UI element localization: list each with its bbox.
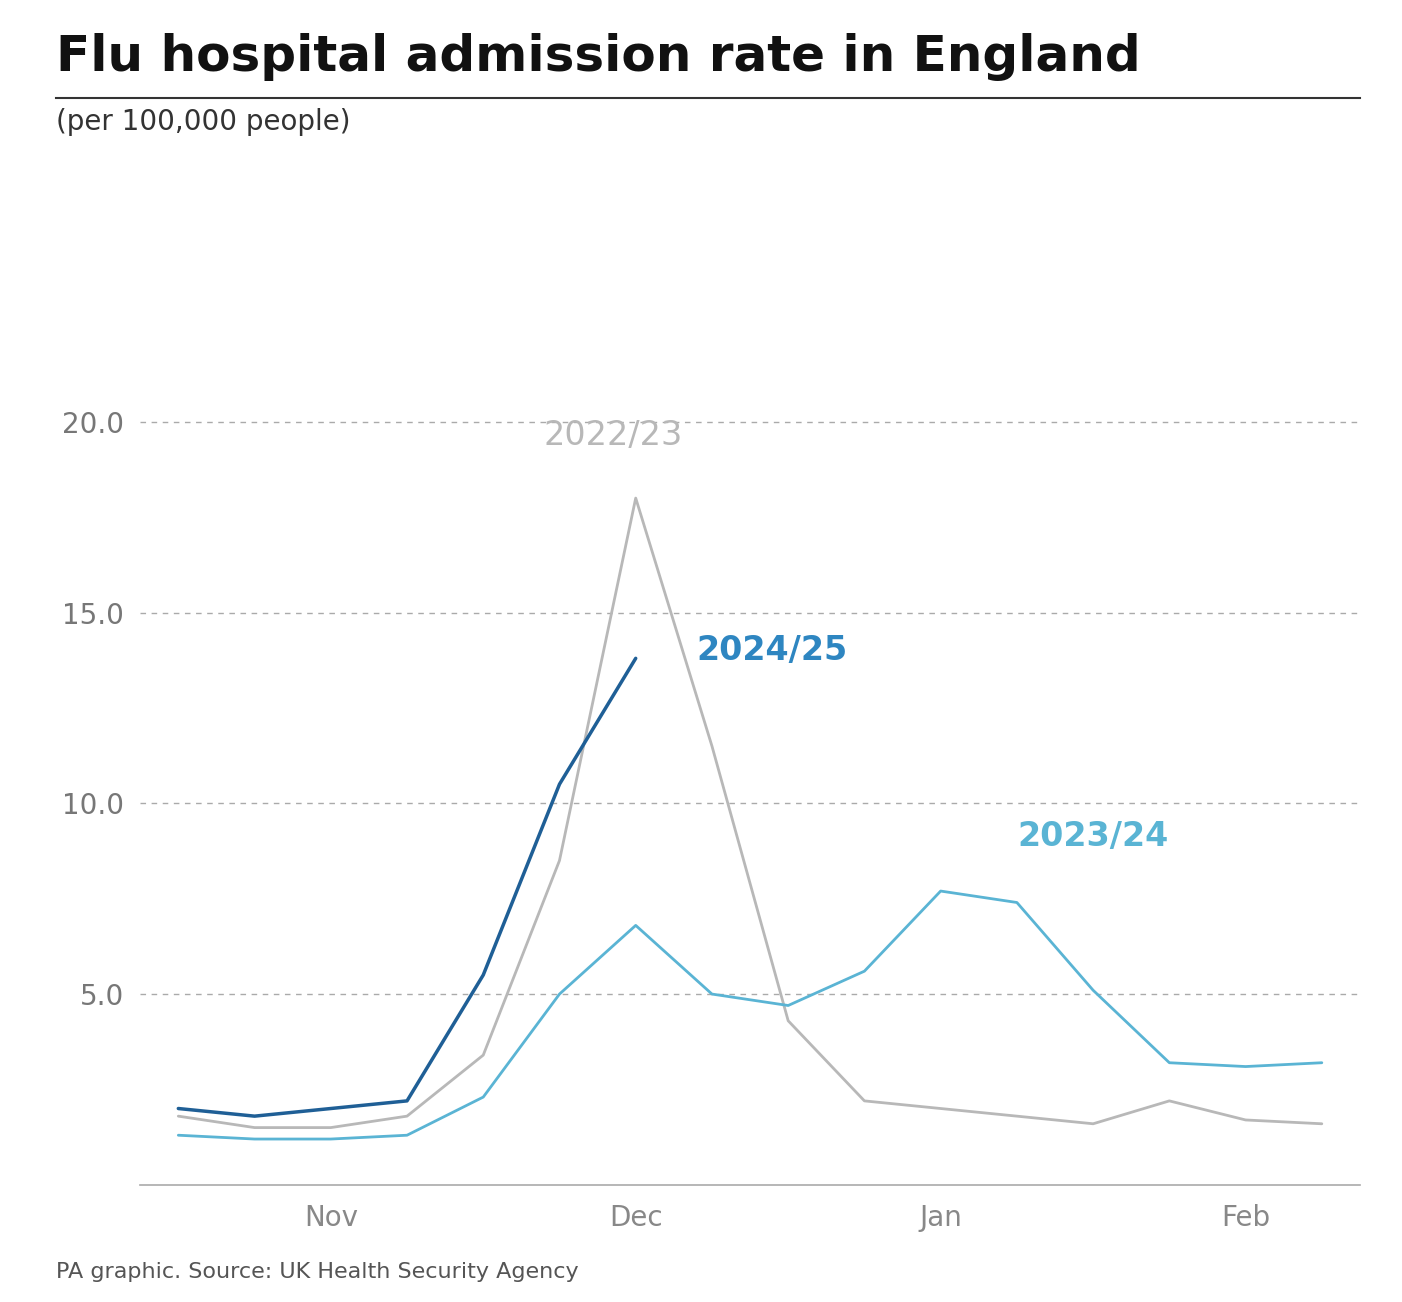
Text: 2022/23: 2022/23 xyxy=(543,419,683,452)
Text: (per 100,000 people): (per 100,000 people) xyxy=(56,108,350,137)
Text: Flu hospital admission rate in England: Flu hospital admission rate in England xyxy=(56,33,1141,81)
Text: 2024/25: 2024/25 xyxy=(697,634,848,667)
Text: PA graphic. Source: UK Health Security Agency: PA graphic. Source: UK Health Security A… xyxy=(56,1263,579,1282)
Text: 2023/24: 2023/24 xyxy=(1016,820,1168,853)
